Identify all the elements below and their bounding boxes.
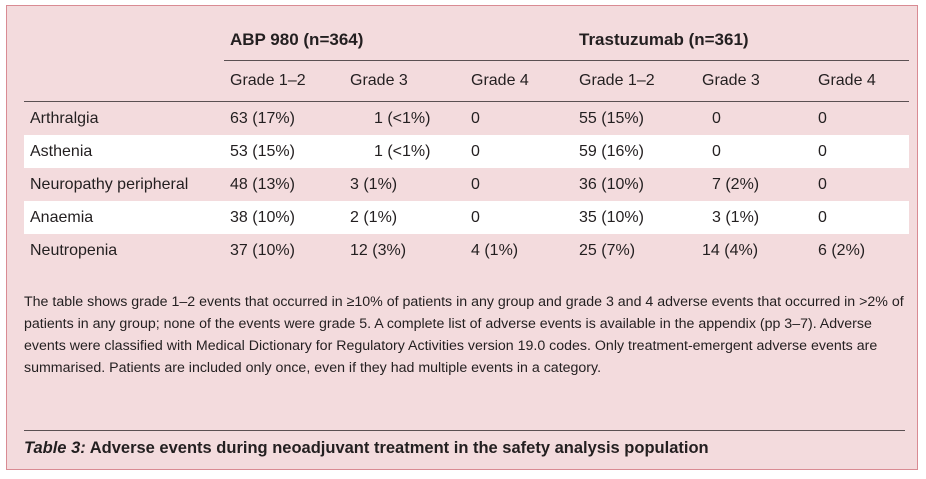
grade-header-row: Grade 1–2 Grade 3 Grade 4 Grade 1–2 Grad…: [24, 60, 910, 102]
table-cell: 1 (<1%): [344, 135, 465, 168]
event-name-cell: Arthralgia: [30, 109, 99, 127]
caption-text: Adverse events during neoadjuvant treatm…: [85, 439, 709, 457]
table-cell: 0: [696, 135, 812, 168]
table-cell: 0: [712, 109, 721, 127]
event-name-cell: Asthenia: [24, 135, 224, 168]
table-cell: 36 (10%): [579, 175, 644, 193]
table-cell: 63 (17%): [230, 109, 295, 127]
table-cell: 35 (10%): [573, 201, 696, 234]
column-header: Grade 1–2: [573, 60, 696, 102]
event-name-cell: Neuropathy peripheral: [30, 175, 189, 193]
table-row: Neuropathy peripheral 48 (13%) 3 (1%) 0 …: [24, 168, 909, 201]
table-cell: 0: [818, 109, 827, 127]
event-name-cell: Neutropenia: [30, 241, 118, 259]
table-cell: 38 (10%): [224, 201, 344, 234]
caption-divider: [24, 430, 905, 431]
table-footnote: The table shows grade 1–2 events that oc…: [24, 294, 904, 376]
column-header: Grade 4: [812, 60, 910, 102]
table-container: ABP 980 (n=364) Trastuzumab (n=361) Grad…: [24, 18, 910, 267]
table-cell: 25 (7%): [579, 241, 636, 259]
table-panel: ABP 980 (n=364) Trastuzumab (n=361) Grad…: [6, 5, 918, 470]
group-header-abp980: ABP 980 (n=364): [224, 18, 573, 61]
table-cell: 4 (1%): [471, 241, 519, 259]
table-row: Anaemia 38 (10%) 2 (1%) 0 35 (10%) 3 (1%…: [24, 201, 910, 234]
table-cell: 0: [471, 109, 480, 127]
table-cell: 3 (1%): [350, 175, 398, 193]
table-caption: Table 3: Adverse events during neoadjuva…: [24, 439, 904, 458]
table-row: Asthenia 53 (15%) 1 (<1%) 0 59 (16%) 0 0: [24, 135, 910, 168]
table-cell: 59 (16%): [573, 135, 696, 168]
empty-header-cell: [24, 18, 224, 61]
table-row: Arthralgia 63 (17%) 1 (<1%) 0 55 (15%) 0…: [24, 102, 909, 136]
adverse-events-table: ABP 980 (n=364) Trastuzumab (n=361) Grad…: [24, 18, 910, 267]
group-header-row: ABP 980 (n=364) Trastuzumab (n=361): [24, 18, 910, 61]
empty-header-cell: [24, 60, 224, 102]
table-cell: 3 (1%): [696, 201, 812, 234]
table-cell: 37 (10%): [230, 241, 295, 259]
table-cell: 0: [471, 175, 480, 193]
table-cell: 53 (15%): [224, 135, 344, 168]
table-cell: 2 (1%): [344, 201, 465, 234]
table-cell: 0: [818, 175, 827, 193]
group-header-trastuzumab: Trastuzumab (n=361): [573, 18, 910, 61]
table-cell: 0: [812, 135, 910, 168]
column-header: Grade 1–2: [224, 60, 344, 102]
table-cell: 48 (13%): [230, 175, 295, 193]
table-cell: 7 (2%): [712, 175, 760, 193]
table-cell: 1 (<1%): [374, 109, 431, 127]
table-cell: 0: [465, 135, 573, 168]
event-name-cell: Anaemia: [24, 201, 224, 234]
column-header: Grade 4: [465, 60, 573, 102]
table-cell: 6 (2%): [818, 241, 866, 259]
table-cell: 12 (3%): [350, 241, 407, 259]
table-cell: 0: [465, 201, 573, 234]
table-row: Neutropenia 37 (10%) 12 (3%) 4 (1%) 25 (…: [24, 234, 909, 267]
caption-label: Table 3:: [24, 439, 86, 457]
table-cell: 14 (4%): [702, 241, 759, 259]
table-cell: 0: [812, 201, 910, 234]
column-header: Grade 3: [344, 60, 465, 102]
table-cell: 55 (15%): [579, 109, 644, 127]
column-header: Grade 3: [696, 60, 812, 102]
